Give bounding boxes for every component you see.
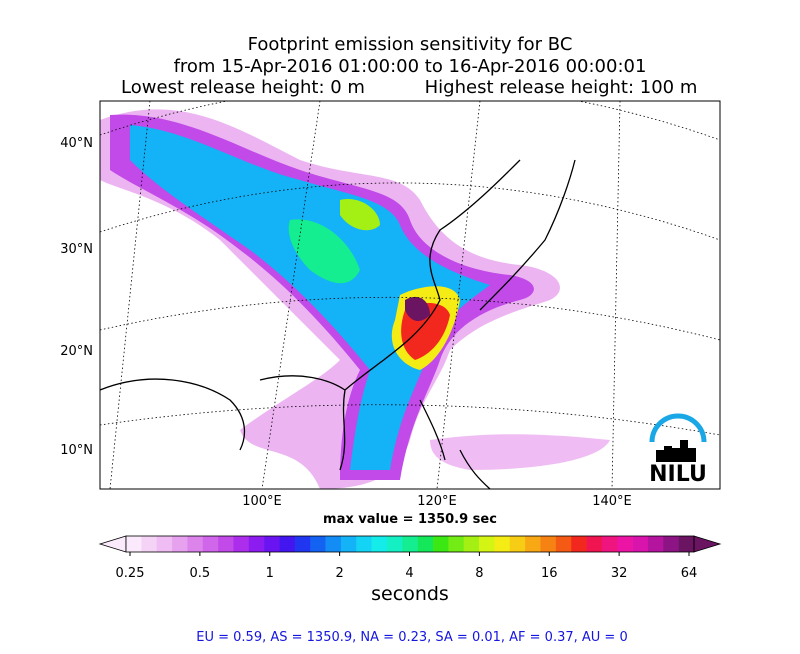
colorbar-segment (448, 536, 465, 552)
logo: NILU (649, 413, 707, 487)
colorbar-segment (617, 536, 633, 552)
colorbar-tick-label: 64 (681, 566, 698, 581)
colorbar-tick-label: 2 (335, 566, 343, 581)
colorbar-end (98, 535, 127, 553)
colorbar-segment (340, 536, 357, 552)
colorbar-tick-label: 0.5 (190, 566, 211, 581)
title: Footprint emission sensitivity for BC (248, 34, 573, 55)
lat-label: 10°N (60, 443, 93, 458)
colorbar-segment (202, 536, 219, 552)
period: from 15-Apr-2016 01:00:00 to 16-Apr-2016… (174, 56, 647, 77)
colorbar-segment (386, 536, 403, 552)
lat-label: 20°N (60, 344, 93, 359)
colorbar-label: seconds (371, 583, 449, 605)
lowest-height: Lowest release height: 0 m (121, 77, 365, 98)
colorbar-segment (494, 536, 511, 552)
colorbar-segment (540, 536, 557, 552)
colorbar-tick-label: 8 (475, 566, 483, 581)
colorbar-segment (187, 536, 204, 552)
colorbar-segment (417, 536, 434, 552)
colorbar-segment (601, 536, 618, 552)
colorbar-tick-label: 0.25 (116, 566, 145, 581)
colorbar-segment (647, 536, 664, 552)
colorbar-segment (509, 536, 526, 552)
lon-label: 100°E (242, 494, 282, 509)
colorbar-tick-label: 4 (405, 566, 413, 581)
footer: EU = 0.59, AS = 1350.9, NA = 0.23, SA = … (196, 630, 627, 645)
colorbar-segment (356, 536, 372, 552)
lon-label: 140°E (592, 494, 632, 509)
colorbar-segment (663, 536, 679, 552)
logo-text: NILU (649, 462, 707, 487)
colorbar-segment (525, 536, 541, 552)
colorbar-segment (555, 536, 572, 552)
colorbar-segment (310, 536, 326, 552)
colorbar-segment (279, 536, 296, 552)
colorbar-segment (248, 536, 265, 552)
colorbar-segment (433, 536, 449, 552)
colorbar-segment (402, 536, 418, 552)
colorbar-segment (678, 536, 695, 552)
highest-height: Highest release height: 100 m (425, 77, 698, 98)
colorbar-segment (479, 536, 495, 552)
colorbar-segment (325, 536, 342, 552)
colorbar-segment (586, 536, 603, 552)
colorbar-segment (156, 536, 173, 552)
lon-label: 120°E (417, 494, 457, 509)
colorbar-end (693, 535, 722, 553)
colorbar-segment (571, 536, 587, 552)
map: NILU (99, 100, 721, 490)
max-value: max value = 1350.9 sec (323, 512, 497, 527)
colorbar-segment (218, 536, 234, 552)
colorbar-tick-label: 16 (541, 566, 558, 581)
colorbar: 0.25 0.5 1 2 4 8 16 32 64 (98, 535, 722, 581)
lat-label: 30°N (60, 242, 93, 257)
colorbar-segment (126, 536, 142, 552)
colorbar-tick-label: 1 (266, 566, 274, 581)
colorbar-segment (233, 536, 250, 552)
colorbar-segment (172, 536, 188, 552)
lat-label: 40°N (60, 136, 93, 151)
colorbar-segment (632, 536, 649, 552)
colorbar-segment (141, 536, 158, 552)
colorbar-segment (264, 536, 280, 552)
colorbar-segment (463, 536, 480, 552)
colorbar-segment (294, 536, 311, 552)
colorbar-tick-label: 32 (611, 566, 628, 581)
colorbar-segment (371, 536, 388, 552)
